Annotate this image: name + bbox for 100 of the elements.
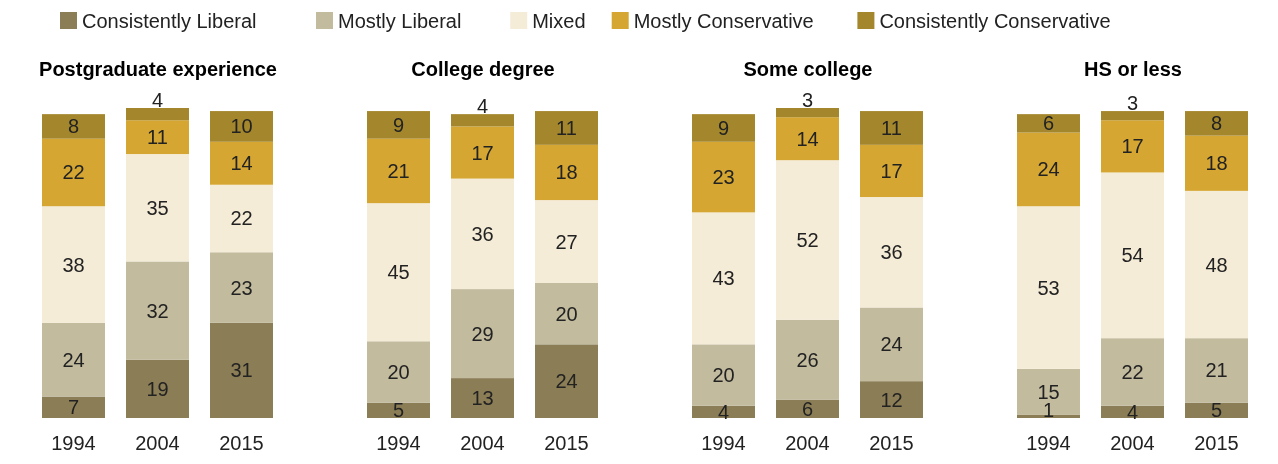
data-label: 53 — [1037, 276, 1060, 299]
data-label: 24 — [880, 333, 903, 356]
data-label: 22 — [1121, 360, 1144, 383]
x-tick-label: 2004 — [460, 432, 505, 454]
legend-label: Mostly Conservative — [633, 10, 814, 32]
data-label: 27 — [555, 230, 578, 253]
data-label: 4 — [151, 89, 164, 111]
bar — [1185, 135, 1248, 191]
chart-title: HS or less — [1084, 58, 1182, 80]
data-label: 31 — [230, 359, 253, 382]
data-label: 8 — [67, 115, 80, 138]
bar — [860, 197, 923, 308]
data-label: 23 — [230, 276, 253, 299]
bar — [535, 144, 598, 201]
bar — [367, 111, 430, 139]
bar — [860, 111, 923, 145]
data-label: 45 — [387, 261, 410, 284]
data-label: 22 — [62, 161, 85, 184]
bar — [42, 322, 105, 397]
bar — [1185, 338, 1248, 403]
data-label: 43 — [712, 267, 735, 290]
bar — [860, 307, 923, 382]
data-label: 6 — [1042, 112, 1055, 135]
bar — [1017, 114, 1080, 133]
bar — [210, 111, 273, 142]
data-label: 9 — [392, 113, 405, 136]
x-tick-label: 2015 — [1194, 432, 1239, 454]
x-tick-label: 2015 — [544, 432, 589, 454]
bar — [42, 206, 105, 323]
data-label: 48 — [1205, 253, 1228, 276]
bar — [126, 359, 189, 418]
data-label: 4 — [476, 95, 489, 118]
bar — [367, 341, 430, 403]
bar — [126, 261, 189, 360]
bar — [451, 378, 514, 418]
data-label: 26 — [796, 348, 819, 371]
data-label: 4 — [1126, 400, 1139, 423]
data-label: 7 — [67, 396, 80, 419]
data-label: 3 — [801, 89, 814, 111]
bar — [42, 138, 105, 207]
data-label: 4 — [717, 400, 730, 423]
data-label: 3 — [1126, 92, 1139, 115]
legend-label: Mostly Liberal — [338, 10, 462, 32]
bar — [776, 319, 839, 400]
bar — [126, 154, 189, 262]
data-label: 19 — [146, 377, 169, 400]
bar — [692, 141, 755, 213]
data-label: 23 — [712, 166, 735, 189]
bar — [1017, 132, 1080, 207]
legend-label: Consistently Conservative — [879, 10, 1111, 32]
data-label: 24 — [62, 348, 85, 371]
bar — [451, 289, 514, 379]
chart-title: College degree — [411, 58, 555, 80]
x-tick-label: 1994 — [701, 432, 746, 454]
bar — [210, 322, 273, 418]
legend-label: Mixed — [532, 10, 586, 32]
bar — [692, 114, 755, 142]
legend-label: Consistently Liberal — [82, 10, 257, 32]
data-label: 9 — [717, 116, 730, 139]
data-label: 32 — [146, 299, 169, 322]
data-label: 17 — [880, 159, 903, 182]
data-label: 24 — [1037, 158, 1060, 181]
data-label: 20 — [555, 302, 578, 325]
data-label: 36 — [471, 222, 494, 245]
data-label: 13 — [471, 387, 494, 410]
data-label: 54 — [1121, 244, 1144, 267]
data-label: 17 — [471, 141, 494, 164]
data-label: 14 — [230, 152, 253, 175]
data-label: 5 — [392, 399, 405, 422]
bar — [692, 344, 755, 406]
data-label: 20 — [712, 364, 735, 387]
bar — [1101, 338, 1164, 406]
data-label: 20 — [387, 360, 410, 383]
bar — [1101, 120, 1164, 173]
data-label: 21 — [1205, 359, 1228, 382]
x-tick-label: 1994 — [376, 432, 421, 454]
bar — [210, 141, 273, 185]
bar — [126, 108, 189, 121]
bar — [210, 252, 273, 323]
data-label: 24 — [555, 370, 578, 393]
bar — [776, 399, 839, 418]
bar — [1101, 172, 1164, 339]
bar — [451, 178, 514, 290]
bar — [210, 184, 273, 253]
data-label: 11 — [881, 116, 902, 139]
bar — [1185, 111, 1248, 136]
data-label: 36 — [880, 241, 903, 264]
data-label: 22 — [230, 207, 253, 230]
chart-title: Some college — [743, 58, 873, 80]
chart-title: Postgraduate experience — [39, 58, 277, 80]
x-tick-label: 2015 — [869, 432, 914, 454]
data-label: 21 — [387, 159, 410, 182]
x-tick-label: 1994 — [1026, 432, 1071, 454]
data-label: 5 — [1210, 399, 1223, 422]
x-tick-label: 1994 — [51, 432, 96, 454]
bar — [860, 144, 923, 198]
bar — [692, 212, 755, 345]
x-tick-label: 2004 — [1110, 432, 1155, 454]
bar — [776, 108, 839, 118]
bar — [42, 396, 105, 418]
